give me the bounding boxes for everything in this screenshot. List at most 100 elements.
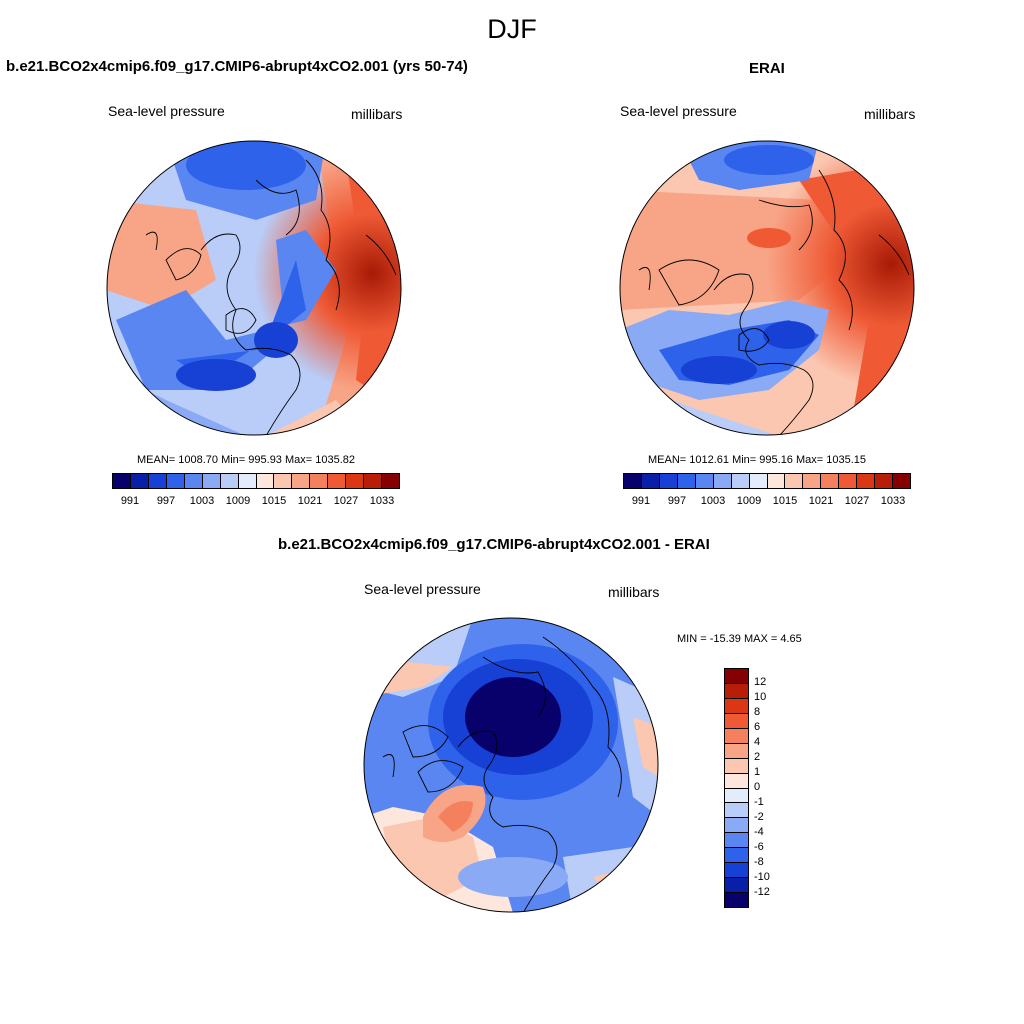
- panel-1-colorbar-swatch: [220, 474, 239, 488]
- panel-1-colorbar-tick-label: 991: [120, 495, 140, 507]
- panel-3-colorbar-tick-label: 12: [754, 676, 767, 688]
- panel-3-colorbar-swatch: [725, 848, 748, 864]
- panel-2-colorbar-tick-label: 991: [631, 495, 651, 507]
- panel-2-colorbar-tick-label: 1033: [880, 495, 906, 507]
- panel-3-colorbar-tick-label: 8: [754, 706, 761, 718]
- panel-3-colorbar-tick-label: -2: [754, 811, 764, 823]
- panel-3-colorbar-swatch: [725, 683, 748, 699]
- panel-2-colorbar-swatch: [749, 474, 768, 488]
- panel-3-colorbar-tick-label: -10: [754, 871, 770, 883]
- panel-3-colorbar-tick-label: 1: [754, 766, 761, 778]
- panel-2-variable: Sea-level pressure: [620, 103, 737, 119]
- panel-2-units: millibars: [864, 106, 916, 122]
- panel-2-colorbar-swatch: [713, 474, 732, 488]
- panel-2-colorbar-swatch: [677, 474, 696, 488]
- panel-1-colorbar-swatch: [130, 474, 149, 488]
- panel-1-colorbar: [112, 473, 400, 489]
- panel-1-colorbar-swatch: [256, 474, 275, 488]
- panel-3-colorbar-swatch: [725, 758, 748, 774]
- panel-3-colorbar-tick-label: 4: [754, 736, 761, 748]
- panel-3-stats: MIN = -15.39 MAX = 4.65: [677, 633, 802, 645]
- panel-3-colorbar-tick-label: 0: [754, 781, 761, 793]
- panel-1-title: b.e21.BCO2x4cmip6.f09_g17.CMIP6-abrupt4x…: [6, 58, 468, 75]
- panel-3-colorbar-tick-label: 10: [754, 691, 767, 703]
- panel-2-colorbar-tick-label: 997: [667, 495, 687, 507]
- panel-2-stats: MEAN= 1012.61 Min= 995.16 Max= 1035.15: [648, 454, 867, 466]
- panel-1-colorbar-tick-label: 1033: [369, 495, 395, 507]
- panel-1-colorbar-swatch: [364, 474, 383, 488]
- panel-2-colorbar-tick-label: 1009: [736, 495, 762, 507]
- panel-2-colorbar-swatch: [641, 474, 660, 488]
- panel-1-colorbar-ticks: 991 997 1003 1009 1015 1021 1027 1033: [112, 495, 400, 511]
- panel-1-colorbar-swatch: [238, 474, 257, 488]
- panel-3-colorbar: [724, 668, 749, 908]
- panel-3-colorbar-swatch: [725, 773, 748, 789]
- panel-1-variable: Sea-level pressure: [108, 103, 225, 119]
- panel-1-colorbar-tick-label: 1009: [225, 495, 251, 507]
- panel-2-colorbar-swatch: [857, 474, 876, 488]
- panel-2-colorbar-swatch: [785, 474, 804, 488]
- panel-3-polar-map: [363, 617, 659, 913]
- panel-3-colorbar-swatch: [725, 698, 748, 714]
- panel-2-colorbar-ticks: 991 997 1003 1009 1015 1021 1027 1033: [623, 495, 911, 511]
- panel-2-colorbar-swatch: [803, 474, 822, 488]
- panel-2-colorbar-swatch: [839, 474, 858, 488]
- panel-3-colorbar-tick-label: -1: [754, 796, 764, 808]
- panel-1-colorbar-swatch: [113, 474, 131, 488]
- panel-1-stats: MEAN= 1008.70 Min= 995.93 Max= 1035.82: [137, 454, 356, 466]
- panel-3-colorbar-swatch: [725, 713, 748, 729]
- panel-3-colorbar-swatch: [725, 818, 748, 834]
- panel-1-colorbar-swatch: [292, 474, 311, 488]
- panel-2-colorbar-tick-label: 1021: [808, 495, 834, 507]
- panel-2-colorbar-swatch: [695, 474, 714, 488]
- panel-2-colorbar-swatch: [821, 474, 840, 488]
- panel-3-title: b.e21.BCO2x4cmip6.f09_g17.CMIP6-abrupt4x…: [278, 536, 710, 553]
- panel-3-colorbar-tick-label: -12: [754, 886, 770, 898]
- panel-2-colorbar-swatch: [731, 474, 750, 488]
- panel-1-colorbar-tick-label: 997: [156, 495, 176, 507]
- panel-3-colorbar-swatch: [725, 878, 748, 894]
- panel-3-colorbar-tick-label: -8: [754, 856, 764, 868]
- panel-1-colorbar-swatch: [148, 474, 167, 488]
- panel-1-colorbar-swatch: [346, 474, 365, 488]
- panel-3-units: millibars: [608, 584, 660, 600]
- panel-2-colorbar-swatch: [875, 474, 894, 488]
- panel-1-colorbar-swatch: [274, 474, 293, 488]
- panel-3-colorbar-swatch: [725, 743, 748, 759]
- panel-3-colorbar-tick-label: 6: [754, 721, 761, 733]
- panel-1-colorbar-swatch: [310, 474, 329, 488]
- panel-3-colorbar-swatch: [725, 788, 748, 804]
- panel-1-colorbar-tick-label: 1015: [261, 495, 287, 507]
- panel-3-variable: Sea-level pressure: [364, 581, 481, 597]
- panel-3-colorbar-swatch: [725, 893, 748, 907]
- panel-1-units: millibars: [351, 106, 403, 122]
- panel-3-colorbar-swatch: [725, 863, 748, 879]
- panel-2-polar-map: [619, 140, 915, 436]
- panel-3-colorbar-swatch: [725, 728, 748, 744]
- panel-1-colorbar-tick-label: 1027: [333, 495, 359, 507]
- panel-1-colorbar-swatch: [166, 474, 185, 488]
- panel-2-colorbar: [623, 473, 911, 489]
- panel-3-colorbar-ticks: 12 10 8 6 4 2 1 0 -1 -2 -4 -6 -8 -10 -12: [754, 668, 794, 908]
- figure-title: DJF: [487, 14, 537, 44]
- panel-1-colorbar-swatch: [202, 474, 221, 488]
- panel-3-colorbar-swatch: [725, 803, 748, 819]
- panel-2-colorbar-swatch: [893, 474, 910, 488]
- panel-2-colorbar-swatch: [624, 474, 642, 488]
- panel-1-colorbar-tick-label: 1021: [297, 495, 323, 507]
- panel-1-colorbar-swatch: [328, 474, 347, 488]
- panel-1-colorbar-tick-label: 1003: [189, 495, 215, 507]
- panel-2-colorbar-swatch: [659, 474, 678, 488]
- panel-3-colorbar-tick-label: -4: [754, 826, 764, 838]
- panel-3-colorbar-swatch: [725, 669, 748, 684]
- panel-1-colorbar-swatch: [184, 474, 203, 488]
- panel-3-colorbar-swatch: [725, 833, 748, 849]
- panel-2-colorbar-swatch: [767, 474, 786, 488]
- panel-2-title: ERAI: [749, 60, 785, 77]
- panel-2-colorbar-tick-label: 1015: [772, 495, 798, 507]
- panel-3-colorbar-tick-label: 2: [754, 751, 761, 763]
- panel-1-colorbar-swatch: [382, 474, 399, 488]
- panel-3-colorbar-tick-label: -6: [754, 841, 764, 853]
- panel-2-colorbar-tick-label: 1003: [700, 495, 726, 507]
- panel-2-colorbar-tick-label: 1027: [844, 495, 870, 507]
